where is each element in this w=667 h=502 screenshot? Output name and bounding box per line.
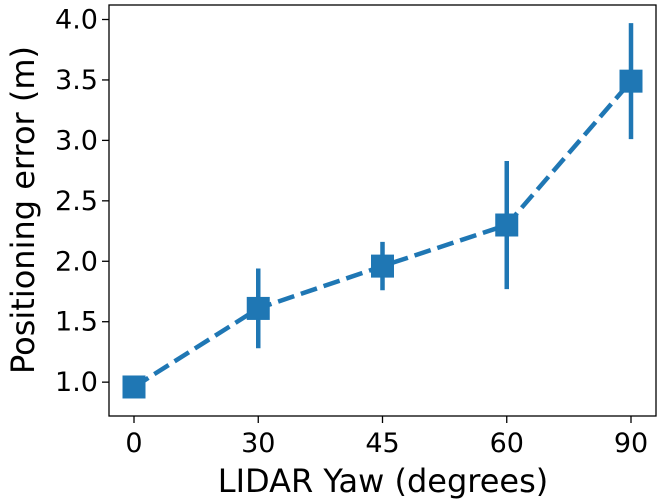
y-tick-label: 2.0 [55, 246, 98, 277]
y-tick-label: 1.0 [55, 367, 98, 398]
data-point-marker [371, 254, 394, 278]
x-tick-label: 30 [241, 428, 275, 459]
x-tick-label: 45 [365, 428, 399, 459]
y-axis-ticks: 1.0 1.5 2.0 2.5 3.0 3.5 4.0 [55, 5, 109, 398]
data-point-marker [495, 213, 519, 237]
y-tick-label: 1.5 [55, 307, 98, 338]
x-tick-label: 0 [125, 428, 142, 459]
data-point-marker [246, 296, 270, 320]
y-tick-label: 2.5 [55, 186, 98, 217]
x-axis-label: LIDAR Yaw (degrees) [218, 462, 549, 500]
x-axis-ticks: 0 30 45 60 90 [125, 416, 648, 459]
data-point-marker [122, 375, 146, 399]
series-line [132, 79, 633, 389]
data-point-marker [619, 69, 643, 93]
x-tick-label: 60 [490, 428, 524, 459]
plot-frame [108, 4, 657, 417]
y-tick-label: 4.0 [55, 5, 98, 36]
y-tick-label: 3.0 [55, 125, 98, 156]
x-tick-label: 90 [614, 428, 648, 459]
y-tick-label: 3.5 [55, 65, 98, 96]
plot-content [122, 23, 643, 399]
y-axis-label: Positioning error (m) [4, 46, 42, 374]
